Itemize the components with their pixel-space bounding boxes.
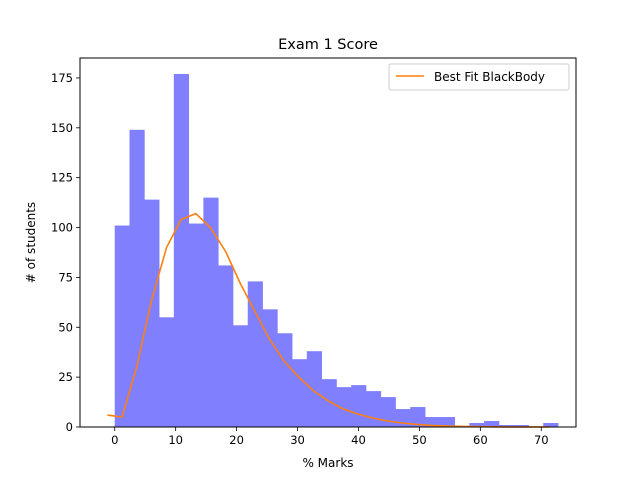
histogram-bar xyxy=(365,391,382,427)
x-tick-label: 50 xyxy=(412,433,427,447)
histogram-bar xyxy=(232,325,249,427)
x-tick-label: 30 xyxy=(290,433,305,447)
histogram-bar xyxy=(469,423,485,427)
x-tick-label: 60 xyxy=(473,433,488,447)
x-tick-label: 0 xyxy=(111,433,118,447)
histogram-bar xyxy=(498,425,515,427)
histogram-bar xyxy=(218,265,234,427)
histogram-bars xyxy=(114,73,559,428)
y-axis: 0 25 50 75 100 125 150 175 xyxy=(51,71,80,434)
legend: Best Fit BlackBody xyxy=(388,63,570,91)
histogram-bar xyxy=(321,379,337,427)
histogram-bar xyxy=(484,421,500,427)
histogram-bar xyxy=(114,225,130,427)
histogram-bar xyxy=(336,387,352,427)
histogram-bar xyxy=(380,397,396,427)
histogram-bar xyxy=(159,317,175,427)
chart-title: Exam 1 Score xyxy=(278,37,378,53)
histogram-bar xyxy=(188,223,204,427)
histogram-bar xyxy=(543,423,559,427)
histogram-bar xyxy=(144,199,160,427)
histogram-bar xyxy=(292,359,308,427)
x-tick-label: 40 xyxy=(351,433,366,447)
y-axis-label: # of students xyxy=(24,202,38,283)
y-tick-label: 100 xyxy=(51,221,73,235)
x-tick-label: 70 xyxy=(534,433,549,447)
y-tick-label: 150 xyxy=(51,121,73,135)
histogram-bar xyxy=(129,129,145,427)
y-tick-label: 50 xyxy=(58,320,73,334)
x-axis-label: % Marks xyxy=(302,456,353,470)
histogram-bar xyxy=(439,417,455,427)
histogram-bar xyxy=(351,385,367,427)
legend-box xyxy=(388,63,570,91)
legend-label-best-fit: Best Fit BlackBody xyxy=(434,70,545,84)
histogram-bar xyxy=(277,333,293,427)
x-tick-label: 10 xyxy=(168,433,183,447)
histogram-bar xyxy=(410,407,426,427)
y-tick-label: 75 xyxy=(58,270,73,284)
histogram-bar xyxy=(425,417,441,427)
y-tick-label: 25 xyxy=(58,370,73,384)
y-tick-label: 175 xyxy=(51,71,73,85)
y-tick-label: 0 xyxy=(66,420,73,434)
y-tick-label: 125 xyxy=(51,171,73,185)
x-tick-label: 20 xyxy=(229,433,244,447)
histogram-bar xyxy=(262,309,278,427)
histogram-bar xyxy=(173,73,190,428)
x-axis: 0 10 20 30 40 50 60 70 xyxy=(111,427,549,447)
histogram-bar xyxy=(306,351,323,427)
histogram-bar xyxy=(203,197,219,427)
plot-frame xyxy=(79,57,577,428)
histogram-bar xyxy=(513,425,529,427)
